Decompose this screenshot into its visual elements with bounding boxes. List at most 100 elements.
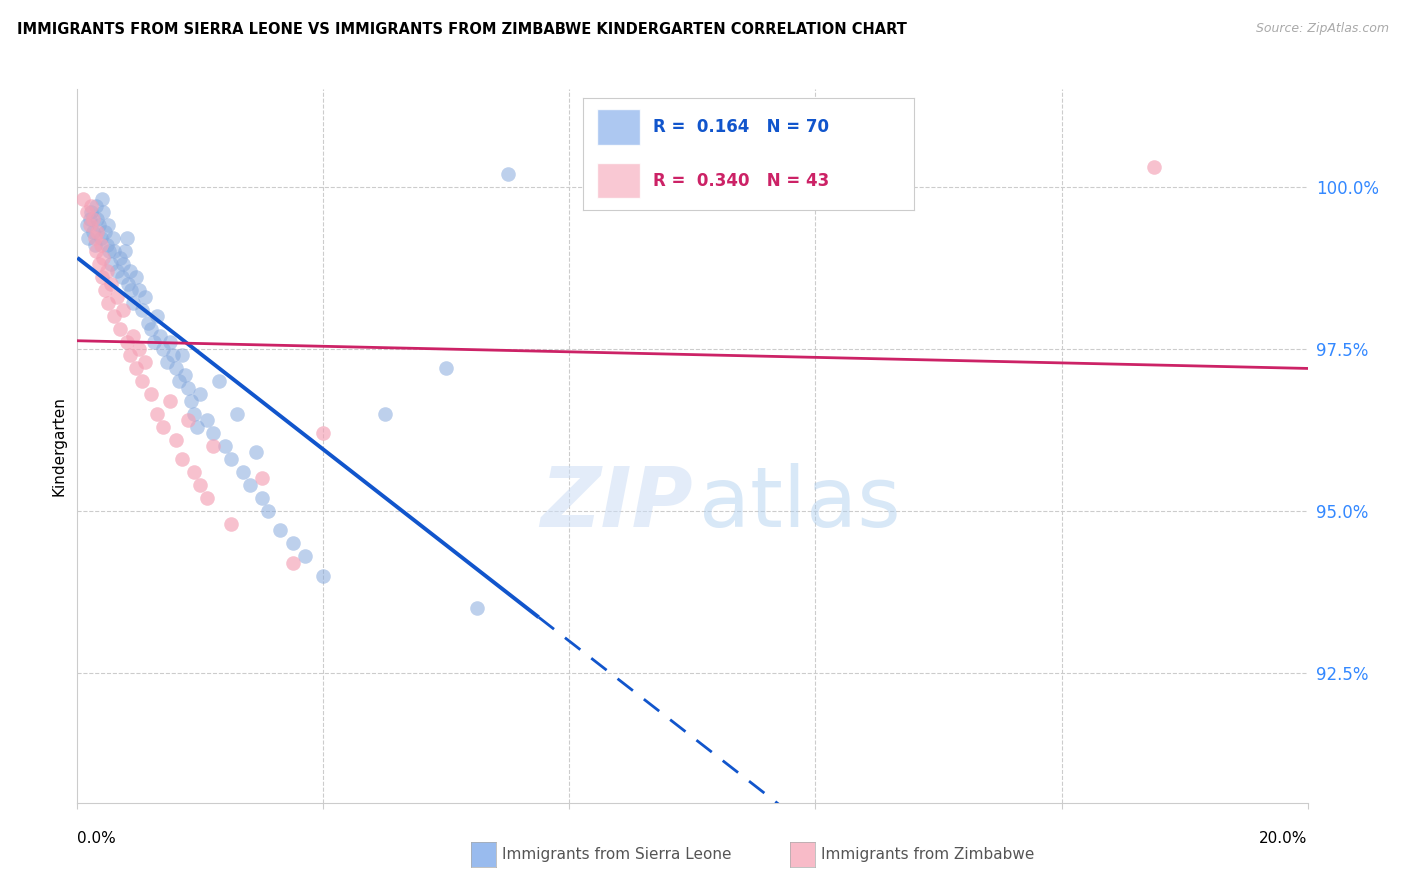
Point xyxy=(1143,160,1166,174)
Point xyxy=(180,393,202,408)
Point xyxy=(131,374,153,388)
Point xyxy=(77,231,100,245)
Point xyxy=(170,348,193,362)
Point xyxy=(465,601,488,615)
Point xyxy=(96,238,118,252)
Point xyxy=(110,251,132,265)
Point xyxy=(165,361,187,376)
Bar xyxy=(596,162,640,199)
Point xyxy=(112,302,135,317)
Point xyxy=(186,419,208,434)
Point xyxy=(195,413,218,427)
Point xyxy=(121,283,143,297)
Point xyxy=(374,407,396,421)
Point xyxy=(87,257,110,271)
Point xyxy=(84,244,107,259)
Point xyxy=(143,335,166,350)
Point xyxy=(496,167,519,181)
Point xyxy=(80,199,103,213)
Point xyxy=(90,238,112,252)
Point xyxy=(312,568,335,582)
Point xyxy=(183,407,205,421)
Text: Source: ZipAtlas.com: Source: ZipAtlas.com xyxy=(1256,22,1389,36)
Point xyxy=(91,251,114,265)
Point xyxy=(174,368,197,382)
Point xyxy=(141,387,163,401)
Point xyxy=(82,211,104,226)
Point xyxy=(86,211,108,226)
Point xyxy=(90,193,114,207)
Point xyxy=(195,491,218,505)
Point xyxy=(167,374,190,388)
Point xyxy=(141,322,163,336)
Point xyxy=(177,413,200,427)
Point xyxy=(111,270,132,285)
Point xyxy=(131,302,153,317)
Text: IMMIGRANTS FROM SIERRA LEONE VS IMMIGRANTS FROM ZIMBABWE KINDERGARTEN CORRELATIO: IMMIGRANTS FROM SIERRA LEONE VS IMMIGRAN… xyxy=(17,22,907,37)
Point xyxy=(105,264,128,278)
Point xyxy=(121,328,143,343)
Point xyxy=(294,549,316,564)
Point xyxy=(87,219,110,233)
Point xyxy=(250,471,273,485)
Point xyxy=(82,225,104,239)
Point xyxy=(101,231,124,245)
Point xyxy=(117,277,139,291)
Point xyxy=(165,433,187,447)
Point xyxy=(90,231,112,245)
Point xyxy=(170,452,193,467)
Point xyxy=(76,205,98,219)
Point xyxy=(201,425,224,440)
Point xyxy=(105,290,128,304)
Point xyxy=(134,290,156,304)
Point xyxy=(90,270,114,285)
Point xyxy=(155,354,177,368)
Point xyxy=(190,387,212,401)
Point xyxy=(219,452,242,467)
Point xyxy=(79,219,101,233)
Point xyxy=(190,478,212,492)
Point xyxy=(100,277,122,291)
Bar xyxy=(596,110,640,145)
Point xyxy=(146,310,169,324)
Point xyxy=(91,205,114,219)
Point xyxy=(281,536,304,550)
Point xyxy=(86,225,108,239)
Point xyxy=(152,342,174,356)
Point xyxy=(136,316,159,330)
Point xyxy=(80,205,103,219)
Point xyxy=(269,524,291,538)
Point xyxy=(118,264,141,278)
Point xyxy=(152,419,174,434)
Point xyxy=(96,264,118,278)
Point xyxy=(201,439,224,453)
Point xyxy=(436,361,458,376)
Point xyxy=(250,491,273,505)
Text: Immigrants from Zimbabwe: Immigrants from Zimbabwe xyxy=(821,847,1035,862)
Point xyxy=(146,407,169,421)
Point xyxy=(226,407,249,421)
Point xyxy=(76,219,98,233)
Point xyxy=(128,283,150,297)
Text: 0.0%: 0.0% xyxy=(77,831,117,847)
Y-axis label: Kindergarten: Kindergarten xyxy=(51,396,66,496)
Text: atlas: atlas xyxy=(699,463,900,543)
Point xyxy=(232,465,254,479)
Point xyxy=(97,296,120,310)
Text: R =  0.164   N = 70: R = 0.164 N = 70 xyxy=(652,118,830,136)
Point xyxy=(183,465,205,479)
Point xyxy=(98,244,121,259)
Point xyxy=(72,193,94,207)
Point xyxy=(125,270,148,285)
Text: R =  0.340   N = 43: R = 0.340 N = 43 xyxy=(652,171,830,190)
Point xyxy=(128,342,150,356)
Point xyxy=(219,516,242,531)
Point xyxy=(94,225,117,239)
Point xyxy=(149,328,172,343)
Point xyxy=(121,296,143,310)
Point xyxy=(281,556,304,570)
Text: 20.0%: 20.0% xyxy=(1260,831,1308,847)
Point xyxy=(110,322,132,336)
Point xyxy=(239,478,262,492)
Point xyxy=(83,231,105,245)
